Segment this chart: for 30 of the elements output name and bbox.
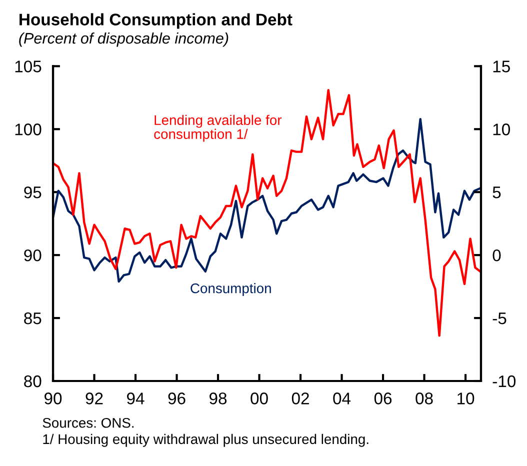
y2-tick-label: 0	[492, 249, 501, 262]
y-tick-label: 95	[24, 186, 42, 198]
x-tick-label: 92	[86, 392, 103, 404]
y-tick-label: 90	[24, 249, 42, 262]
x-tick-label: 90	[44, 392, 62, 404]
y-tick-label: 100	[15, 124, 42, 136]
y2-tick-label: -10	[492, 375, 516, 388]
y2-tick-label: -5	[492, 312, 506, 324]
line-series	[53, 88, 481, 337]
x-tick-label: 04	[333, 392, 351, 404]
x-tick-label: 06	[374, 392, 392, 404]
series-label: Lending available for consumption 1/	[154, 114, 282, 142]
y2-tick-label: 15	[493, 60, 510, 72]
chart-title: Household Consumption and Debt	[20, 13, 292, 29]
x-tick-label: 94	[127, 392, 144, 404]
x-tick-label: 10	[458, 392, 474, 404]
x-tick-label: 08	[416, 392, 433, 404]
y2-tick-label: 10	[493, 124, 510, 136]
x-tick-label: 00	[250, 392, 268, 404]
x-tick-label: 96	[168, 392, 186, 404]
source-note: Sources: ONS.	[42, 418, 134, 428]
y-tick-label: 105	[15, 60, 42, 72]
x-tick-label: 98	[210, 392, 227, 404]
y2-tick-label: 5	[492, 186, 501, 198]
y-tick-label: 85	[24, 312, 42, 324]
series-label: Consumption	[190, 283, 271, 296]
x-tick-label: 02	[292, 392, 309, 404]
text: 1/ Housing equity withdrawal plus unsecured lending.	[43, 434, 368, 447]
y-tick-label: 80	[24, 375, 42, 388]
chart-subtitle: (Percent of disposable income)	[19, 32, 228, 47]
